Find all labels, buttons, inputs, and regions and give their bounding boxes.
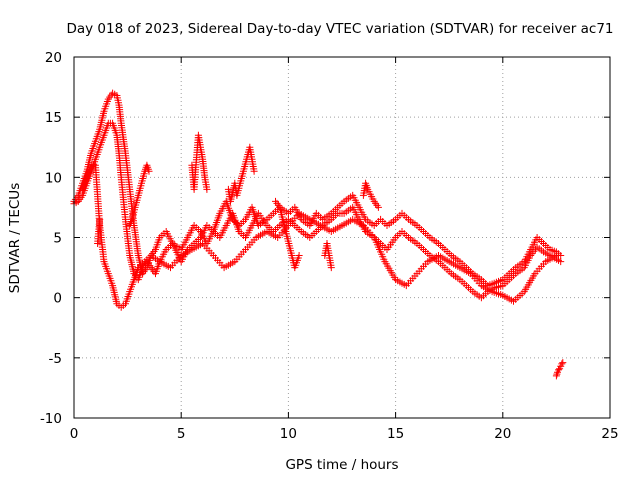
data-point bbox=[553, 370, 561, 378]
y-tick-label: 5 bbox=[53, 231, 62, 247]
y-axis-label: SDTVAR / TECUs bbox=[7, 183, 23, 293]
x-tick-label: 20 bbox=[494, 426, 511, 442]
y-tick-label: 20 bbox=[45, 50, 62, 66]
data-point bbox=[96, 215, 104, 223]
data-point bbox=[559, 359, 567, 367]
x-tick-label: 15 bbox=[387, 426, 404, 442]
y-tick-label: 15 bbox=[45, 110, 62, 126]
chart-title: Day 018 of 2023, Sidereal Day-to-day VTE… bbox=[66, 21, 613, 37]
data-point bbox=[557, 258, 565, 266]
data-point bbox=[558, 360, 566, 368]
data-point bbox=[203, 185, 211, 193]
data-point bbox=[295, 252, 303, 259]
x-tick-label: 10 bbox=[280, 426, 297, 442]
data-point bbox=[555, 366, 562, 374]
data-point bbox=[327, 264, 335, 272]
y-tick-label: 0 bbox=[53, 291, 62, 307]
series-track-a bbox=[70, 89, 565, 290]
series-spikes bbox=[94, 131, 382, 272]
data-point bbox=[374, 203, 382, 211]
series-track-c bbox=[79, 161, 560, 311]
grid bbox=[74, 57, 610, 418]
data-points bbox=[70, 89, 567, 380]
data-point bbox=[145, 167, 153, 175]
y-tick-label: -5 bbox=[49, 351, 62, 367]
data-point bbox=[250, 167, 258, 175]
data-point bbox=[552, 252, 560, 259]
x-tick-label: 25 bbox=[601, 426, 618, 442]
y-tick-label: -10 bbox=[40, 411, 62, 427]
x-axis-label: GPS time / hours bbox=[285, 457, 398, 473]
y-tick-label: 10 bbox=[45, 170, 62, 186]
series-late-cluster bbox=[552, 359, 567, 380]
plot-frame bbox=[73, 56, 611, 419]
x-tick-label: 5 bbox=[177, 426, 186, 442]
x-tick-label: 0 bbox=[70, 426, 79, 442]
